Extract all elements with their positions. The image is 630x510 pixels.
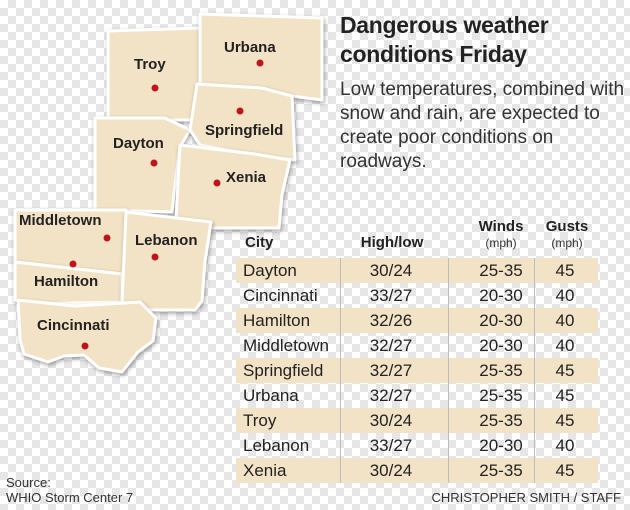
weather-table: City High/low Winds (mph) Gusts (mph) Da… [236,214,598,483]
header-winds-unit: (mph) [485,236,517,250]
table-row: Cincinnati 33/27 20-30 40 [236,283,598,308]
cell-city: Troy [243,411,277,430]
source-name: WHIO Storm Center 7 [6,490,134,505]
table-row: Lebanon 33/27 20-30 40 [236,433,598,458]
cell-city: Cincinnati [243,286,318,305]
cell-winds: 20-30 [479,286,523,305]
cell-gusts: 40 [555,286,575,305]
column-divider [534,258,535,483]
city-dot-troy [151,84,159,92]
county-hamilton [13,260,124,306]
headline: Dangerous weather conditions Friday [340,12,549,67]
header-gusts-unit: (mph) [551,236,583,250]
city-dot-cincinnati [81,342,89,350]
cell-city: Dayton [243,261,297,280]
city-dot-xenia [213,179,221,187]
cell-high-low: 32/27 [369,361,413,380]
cell-high-low: 30/24 [369,411,413,430]
header-city: City [245,234,274,251]
cell-winds: 25-35 [479,361,523,380]
map-label-dayton: Dayton [113,135,164,152]
table-header: City High/low Winds (mph) Gusts (mph) [236,214,598,258]
county-troy [106,26,205,122]
header-gusts: Gusts (mph) [536,218,598,250]
table-row: Urbana 32/27 25-35 45 [236,383,598,408]
cell-gusts: 40 [555,311,575,330]
table-row: Springfield 32/27 25-35 45 [236,358,598,383]
cell-gusts: 45 [555,261,575,280]
cell-high-low: 32/27 [369,336,413,355]
table-row: Xenia 30/24 25-35 45 [236,458,598,483]
header-high-low: High/low [360,234,424,251]
subhead: Low temperatures, combined with snow and… [340,79,625,172]
table-row: Hamilton 32/26 20-30 40 [236,308,598,333]
cell-high-low: 30/24 [369,261,413,280]
cell-winds: 20-30 [479,436,523,455]
source-note: Source: WHIO Storm Center 7 [6,475,133,505]
city-dot-hamilton [69,260,77,268]
column-divider [448,258,449,483]
map-label-lebanon: Lebanon [135,232,198,249]
cell-high-low: 33/27 [369,436,413,455]
cell-high-low: 32/27 [369,386,413,405]
county-lebanon [120,210,213,312]
header-winds-label: Winds [478,218,524,235]
map-label-cincinnati: Cincinnati [37,317,110,334]
cell-city: Hamilton [243,311,311,330]
table-row: Dayton 30/24 25-35 45 [236,258,598,283]
column-divider [340,258,341,483]
table-body: Dayton 30/24 25-35 45 Cincinnati 33/27 20-30 40… [236,258,598,483]
cell-gusts: 45 [555,361,575,380]
cell-winds: 25-35 [479,411,523,430]
cell-gusts: 45 [555,411,575,430]
cell-winds: 20-30 [479,336,523,355]
map-label-urbana: Urbana [224,39,276,56]
cell-gusts: 40 [555,336,575,355]
county-cincinnati [16,298,158,374]
credit-line: CHRISTOPHER SMITH / STAFF [431,490,621,505]
city-dot-dayton [150,159,158,167]
map-label-xenia: Xenia [226,169,267,186]
city-dot-lebanon [151,253,159,261]
cell-high-low: 33/27 [369,286,413,305]
cell-high-low: 30/24 [369,461,413,480]
city-dot-urbana [256,59,264,67]
map-label-hamilton: Hamilton [34,273,98,290]
cell-gusts: 45 [555,386,575,405]
cell-gusts: 45 [555,461,575,480]
cell-city: Xenia [243,461,287,480]
cell-city: Middletown [243,336,329,355]
cell-winds: 25-35 [479,261,523,280]
cell-winds: 25-35 [479,461,523,480]
city-dot-middletown [103,234,111,242]
cell-city: Springfield [243,361,324,380]
cell-winds: 20-30 [479,311,523,330]
cell-city: Urbana [243,386,299,405]
table-row: Middletown 32/27 20-30 40 [236,333,598,358]
header-winds: Winds (mph) [446,218,556,250]
map-label-springfield: Springfield [205,122,283,139]
cell-city: Lebanon [243,436,310,455]
city-dot-springfield [236,107,244,115]
county-map: Troy Urbana Dayton Springfield Xenia Mid… [13,12,324,374]
map-label-troy: Troy [134,56,166,73]
source-label: Source: [6,475,51,490]
cell-high-low: 32/26 [369,311,413,330]
cell-winds: 25-35 [479,386,523,405]
header-gusts-label: Gusts [545,218,589,235]
map-label-middletown: Middletown [19,212,102,229]
table-row: Troy 30/24 25-35 45 [236,408,598,433]
cell-gusts: 40 [555,436,575,455]
